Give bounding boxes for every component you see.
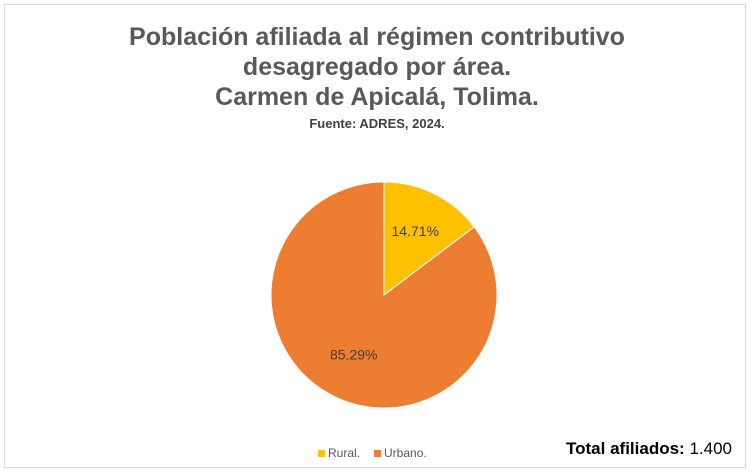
chart-title-line-1: Población afiliada al régimen contributi… [129,23,625,51]
chart-subtitle: Fuente: ADRES, 2024. [309,116,445,131]
total-annotation: Total afiliados: 1.400 [566,439,732,459]
pie-slice-urbano [270,181,498,409]
chart-title: Población afiliada al régimen contributi… [0,22,754,112]
total-label: Total afiliados: [566,439,685,458]
data-label-rural: 14.71% [391,223,438,239]
total-value: 1.400 [689,439,732,458]
pie-slice-rural [383,181,475,297]
legend-swatch-urbano [374,449,382,457]
legend-label-urbano: Urbano. [384,446,427,460]
chart-legend: Rural. Urbano. [318,444,427,462]
legend-label-rural: Rural. [328,446,361,460]
chart-title-line-2: desagregado por área. [242,53,512,81]
chart-title-line-3: Carmen de Apicalá, Tolima. [215,83,539,111]
legend-swatch-rural [318,449,325,457]
data-label-urbano: 85.29% [330,346,377,362]
legend-item-rural: Rural. [318,446,360,460]
legend-item-urbano: Urbano. [374,446,427,460]
